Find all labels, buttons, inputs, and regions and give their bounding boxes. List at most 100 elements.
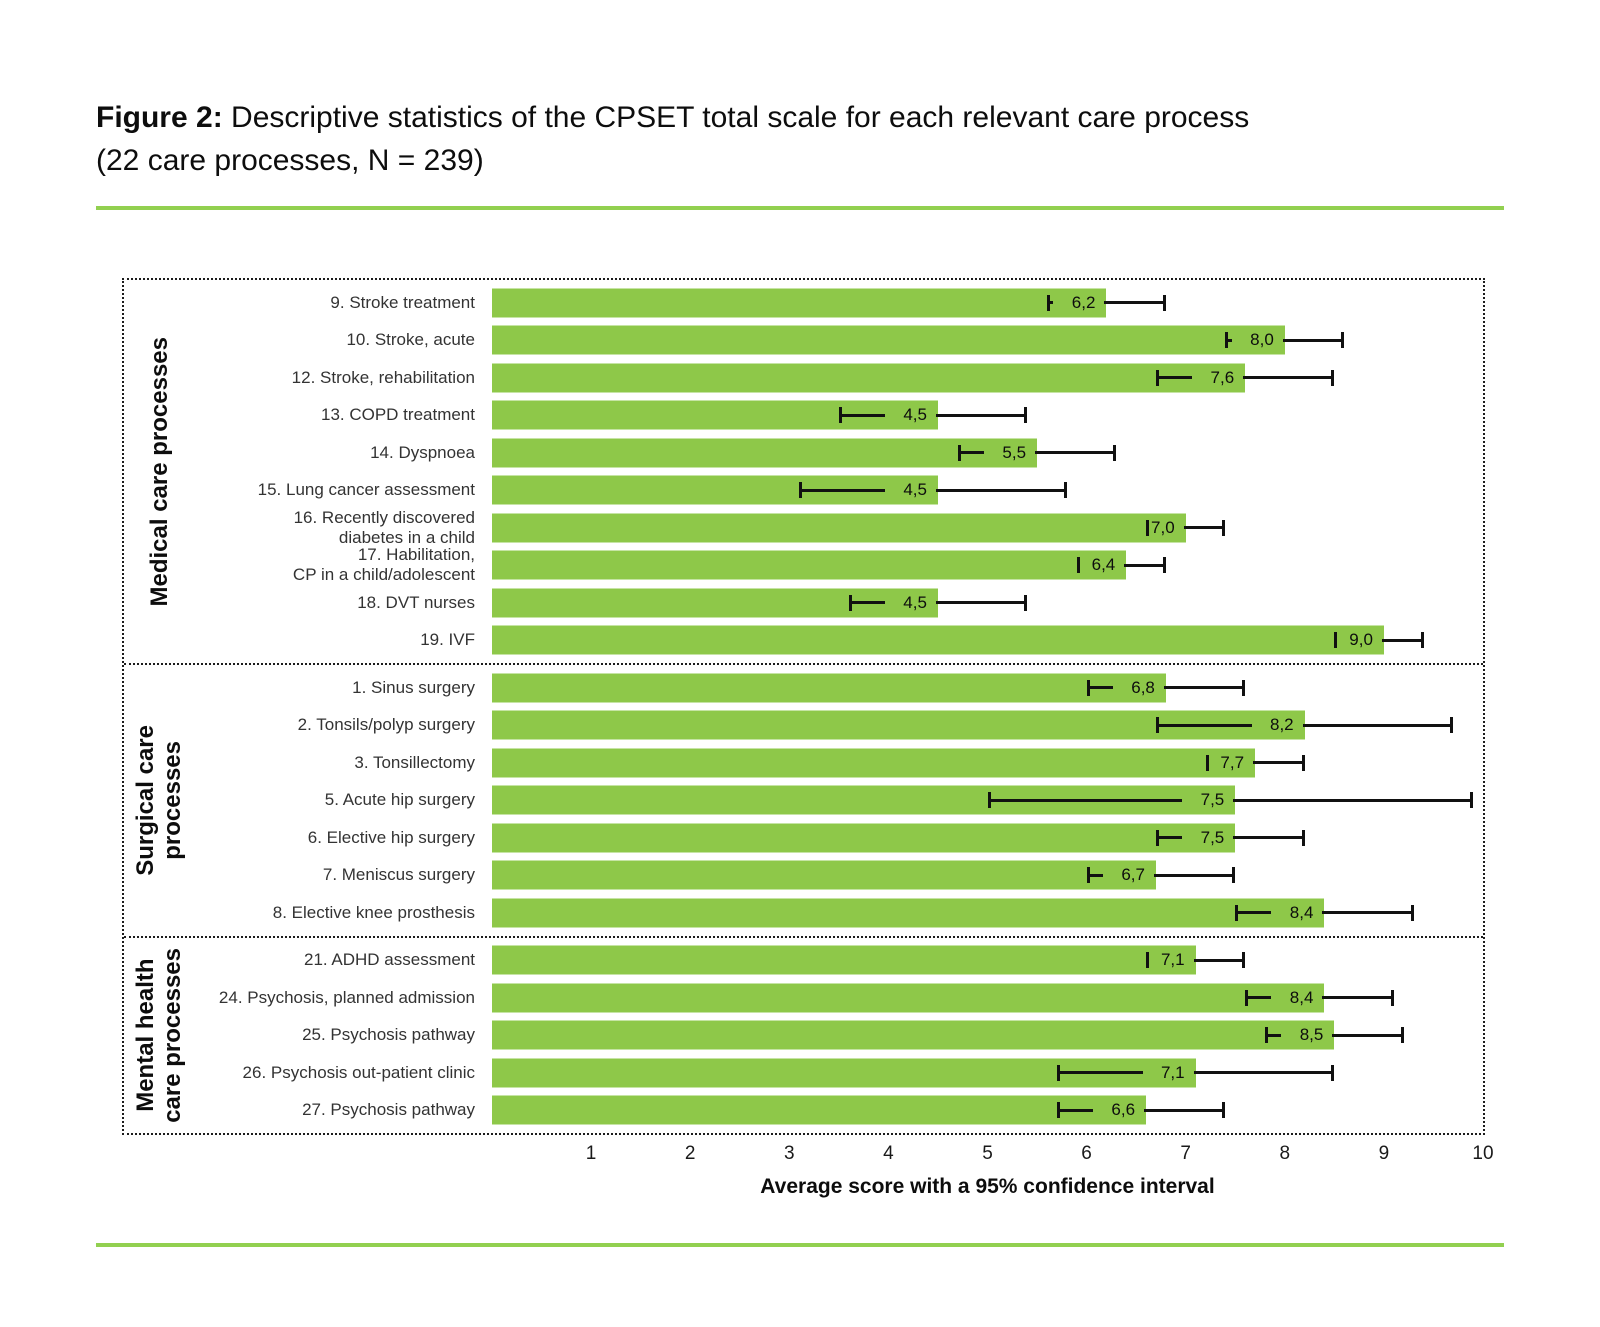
row-plot: 8,4 (492, 979, 1483, 1017)
bar (492, 860, 1156, 890)
bar (492, 363, 1246, 393)
ci-cap-high (1063, 482, 1067, 499)
row-plot: 7,5 (492, 782, 1483, 820)
top-green-rule (96, 206, 1504, 210)
error-bar: 7,5 (1155, 827, 1305, 848)
ci-cap-low (987, 792, 991, 809)
ci-line-right (1193, 958, 1243, 962)
ci-cap-low (1056, 1064, 1060, 1081)
row-label: 24. Psychosis, planned admission (218, 987, 475, 1007)
group-label: Medical care processes (145, 336, 173, 607)
error-bar: 8,4 (1245, 987, 1394, 1008)
chart-row: 10. Stroke, acute 8,0 (194, 322, 1483, 360)
ci-cap-high (1162, 557, 1166, 574)
group-mental-health-care-processes: Mental health care processes 21. ADHD ass… (124, 935, 1483, 1134)
error-bar: 7,7 (1205, 752, 1305, 773)
ci-line-right (1193, 1071, 1332, 1075)
ci-line-left (1267, 1033, 1282, 1037)
row-label: 16. Recently discovered diabetes in a ch… (293, 507, 475, 547)
ci-line-right (1163, 686, 1243, 690)
row-label: 8. Elective knee prosthesis (272, 902, 475, 922)
ci-line-left (990, 798, 1183, 802)
ci-line-left (1059, 1071, 1143, 1075)
value-label: 4,5 (898, 480, 932, 501)
error-bar: 9,0 (1334, 630, 1424, 651)
value-label: 8,4 (1284, 902, 1319, 923)
ci-cap-low (1146, 952, 1150, 969)
ci-line-left (1228, 338, 1232, 342)
ci-cap-low (1046, 294, 1050, 311)
ci-cap-high (1024, 407, 1028, 424)
ci-line-right (935, 488, 1064, 492)
error-bar: 6,7 (1086, 865, 1236, 886)
bar (492, 288, 1107, 318)
row-label: 3. Tonsillectomy (354, 752, 475, 772)
ci-cap-low (957, 444, 961, 461)
ci-cap-low (1235, 904, 1239, 921)
figure-title: Figure 2: Descriptive statistics of the … (96, 0, 1426, 182)
bar (492, 673, 1166, 703)
chart-row: 12. Stroke, rehabilitation 7,6 (194, 359, 1483, 397)
row-plot: 4,5 (492, 584, 1483, 622)
ci-line-left (1158, 836, 1183, 840)
axis-tick-10: 10 (1472, 1143, 1494, 1164)
x-axis-title: Average score with a 95% confidence inte… (760, 1175, 1215, 1198)
ci-cap-high (1400, 1027, 1404, 1044)
ci-cap-high (1301, 754, 1305, 771)
axis-tick-3: 3 (784, 1143, 795, 1164)
ci-cap-high (1470, 792, 1474, 809)
ci-cap-high (1242, 679, 1246, 696)
group-rows: 21. ADHD assessment 7,1 24. Psychosis, pla… (194, 938, 1483, 1134)
chart-area: Medical care processes 9. Stroke treatmen… (122, 278, 1485, 1135)
group-label: Mental health care processes (132, 947, 186, 1123)
ci-line-right (1253, 761, 1302, 765)
row-plot: 7,5 (492, 819, 1483, 857)
row-label: 14. Dyspnoea (370, 442, 475, 462)
row-plot: 7,7 (492, 744, 1483, 782)
ci-cap-low (1086, 867, 1090, 884)
row-plot: 7,0 (492, 509, 1483, 547)
chart-row: 21. ADHD assessment 7,1 (194, 942, 1483, 980)
x-axis: 1 2 3 4 5 6 7 8 9 10 (122, 1135, 1504, 1167)
value-label: 7,1 (1155, 950, 1190, 971)
ci-cap-high (1024, 594, 1028, 611)
row-label: 1. Sinus surgery (352, 677, 475, 697)
axis-tick-6: 6 (1081, 1143, 1092, 1164)
chart-row: 2. Tonsils/polyp surgery 8,2 (194, 707, 1483, 745)
row-label: 26. Psychosis out-patient clinic (242, 1062, 475, 1082)
axis-tick-7: 7 (1180, 1143, 1191, 1164)
row-plot: 8,0 (492, 322, 1483, 360)
row-label: 21. ADHD assessment (303, 950, 475, 970)
ci-cap-high (1222, 1102, 1226, 1119)
ci-cap-high (1331, 369, 1335, 386)
error-bar: 6,4 (1076, 555, 1166, 576)
value-label: 4,5 (898, 405, 932, 426)
ci-line-left (1238, 911, 1272, 915)
ci-line-right (1322, 996, 1391, 1000)
value-label: 9,0 (1344, 630, 1378, 651)
ci-cap-low (848, 594, 852, 611)
row-plot: 6,2 (492, 284, 1483, 322)
ci-line-right (1302, 723, 1451, 727)
chart-row: 5. Acute hip surgery 7,5 (194, 782, 1483, 820)
value-label: 7,1 (1155, 1062, 1190, 1083)
ci-cap-low (1334, 632, 1338, 649)
ci-cap-low (1056, 1102, 1060, 1119)
chart-row: 27. Psychosis pathway 6,6 (194, 1092, 1483, 1130)
bar (492, 625, 1384, 655)
ci-line-left (960, 451, 985, 455)
ci-line-left (851, 601, 885, 605)
value-label: 6,4 (1086, 555, 1121, 576)
figure-content: Figure 2: Descriptive statistics of the … (96, 0, 1504, 1247)
error-bar: 5,5 (957, 442, 1117, 463)
axis-tick-4: 4 (883, 1143, 894, 1164)
chart-row: 14. Dyspnoea 5,5 (194, 434, 1483, 472)
value-label: 7,5 (1195, 827, 1230, 848)
row-plot: 5,5 (492, 434, 1483, 472)
row-plot: 7,1 (492, 1054, 1483, 1092)
value-label: 6,2 (1066, 292, 1101, 313)
error-bar: 6,2 (1046, 292, 1166, 313)
chart-row: 15. Lung cancer assessment 4,5 (194, 472, 1483, 510)
row-plot: 6,7 (492, 857, 1483, 895)
ci-line-left (1059, 1108, 1094, 1112)
